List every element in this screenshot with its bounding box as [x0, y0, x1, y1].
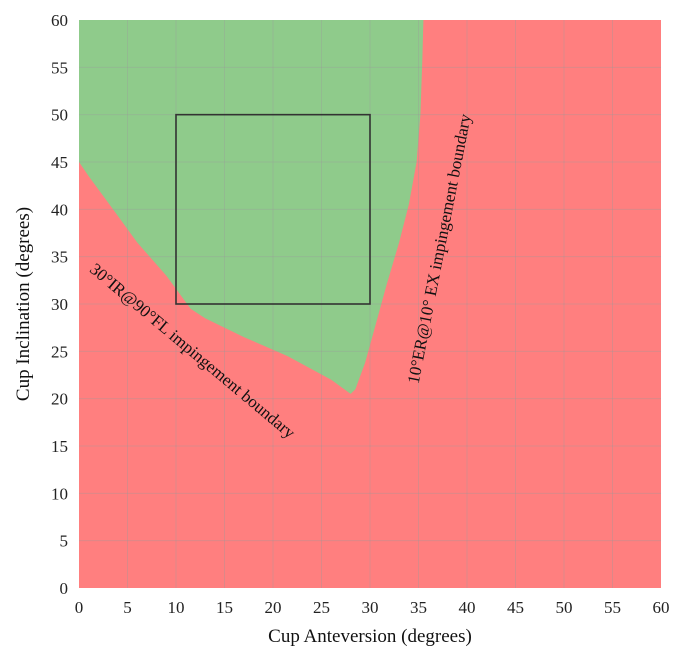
x-tick-label: 5 [123, 598, 132, 617]
y-tick-label: 45 [51, 153, 68, 172]
x-tick-label: 0 [75, 598, 84, 617]
safe-region [79, 20, 424, 394]
y-tick-label: 15 [51, 437, 68, 456]
x-tick-label: 50 [556, 598, 573, 617]
y-tick-label: 60 [51, 11, 68, 30]
y-axis-label: Cup Inclination (degrees) [13, 207, 34, 401]
x-tick-label: 25 [313, 598, 330, 617]
x-tick-label: 60 [653, 598, 670, 617]
x-tick-label: 10 [168, 598, 185, 617]
x-tick-label: 55 [604, 598, 621, 617]
y-tick-label: 20 [51, 390, 68, 409]
tick-labels: 0 5 10 15 20 25 30 35 40 45 50 55 60 0 5 10 15 20 25 30 35 40… [51, 11, 670, 617]
target-box-layer [175, 113, 371, 305]
y-tick-label: 35 [51, 248, 68, 267]
y-tick-label: 55 [51, 58, 68, 77]
x-axis-label: Cup Anteversion (degrees) [268, 626, 472, 647]
target-box [175, 113, 371, 305]
x-tick-label: 30 [362, 598, 379, 617]
y-tick-label: 0 [60, 579, 69, 598]
y-tick-label: 50 [51, 106, 68, 125]
x-tick-label: 40 [459, 598, 476, 617]
y-tick-label: 10 [51, 484, 68, 503]
y-tick-label: 40 [51, 200, 68, 219]
x-tick-label: 20 [265, 598, 282, 617]
y-tick-label: 25 [51, 342, 68, 361]
y-tick-label: 30 [51, 295, 68, 314]
x-tick-label: 35 [410, 598, 427, 617]
x-tick-label: 45 [507, 598, 524, 617]
y-tick-label: 5 [60, 532, 69, 551]
x-tick-label: 15 [216, 598, 233, 617]
